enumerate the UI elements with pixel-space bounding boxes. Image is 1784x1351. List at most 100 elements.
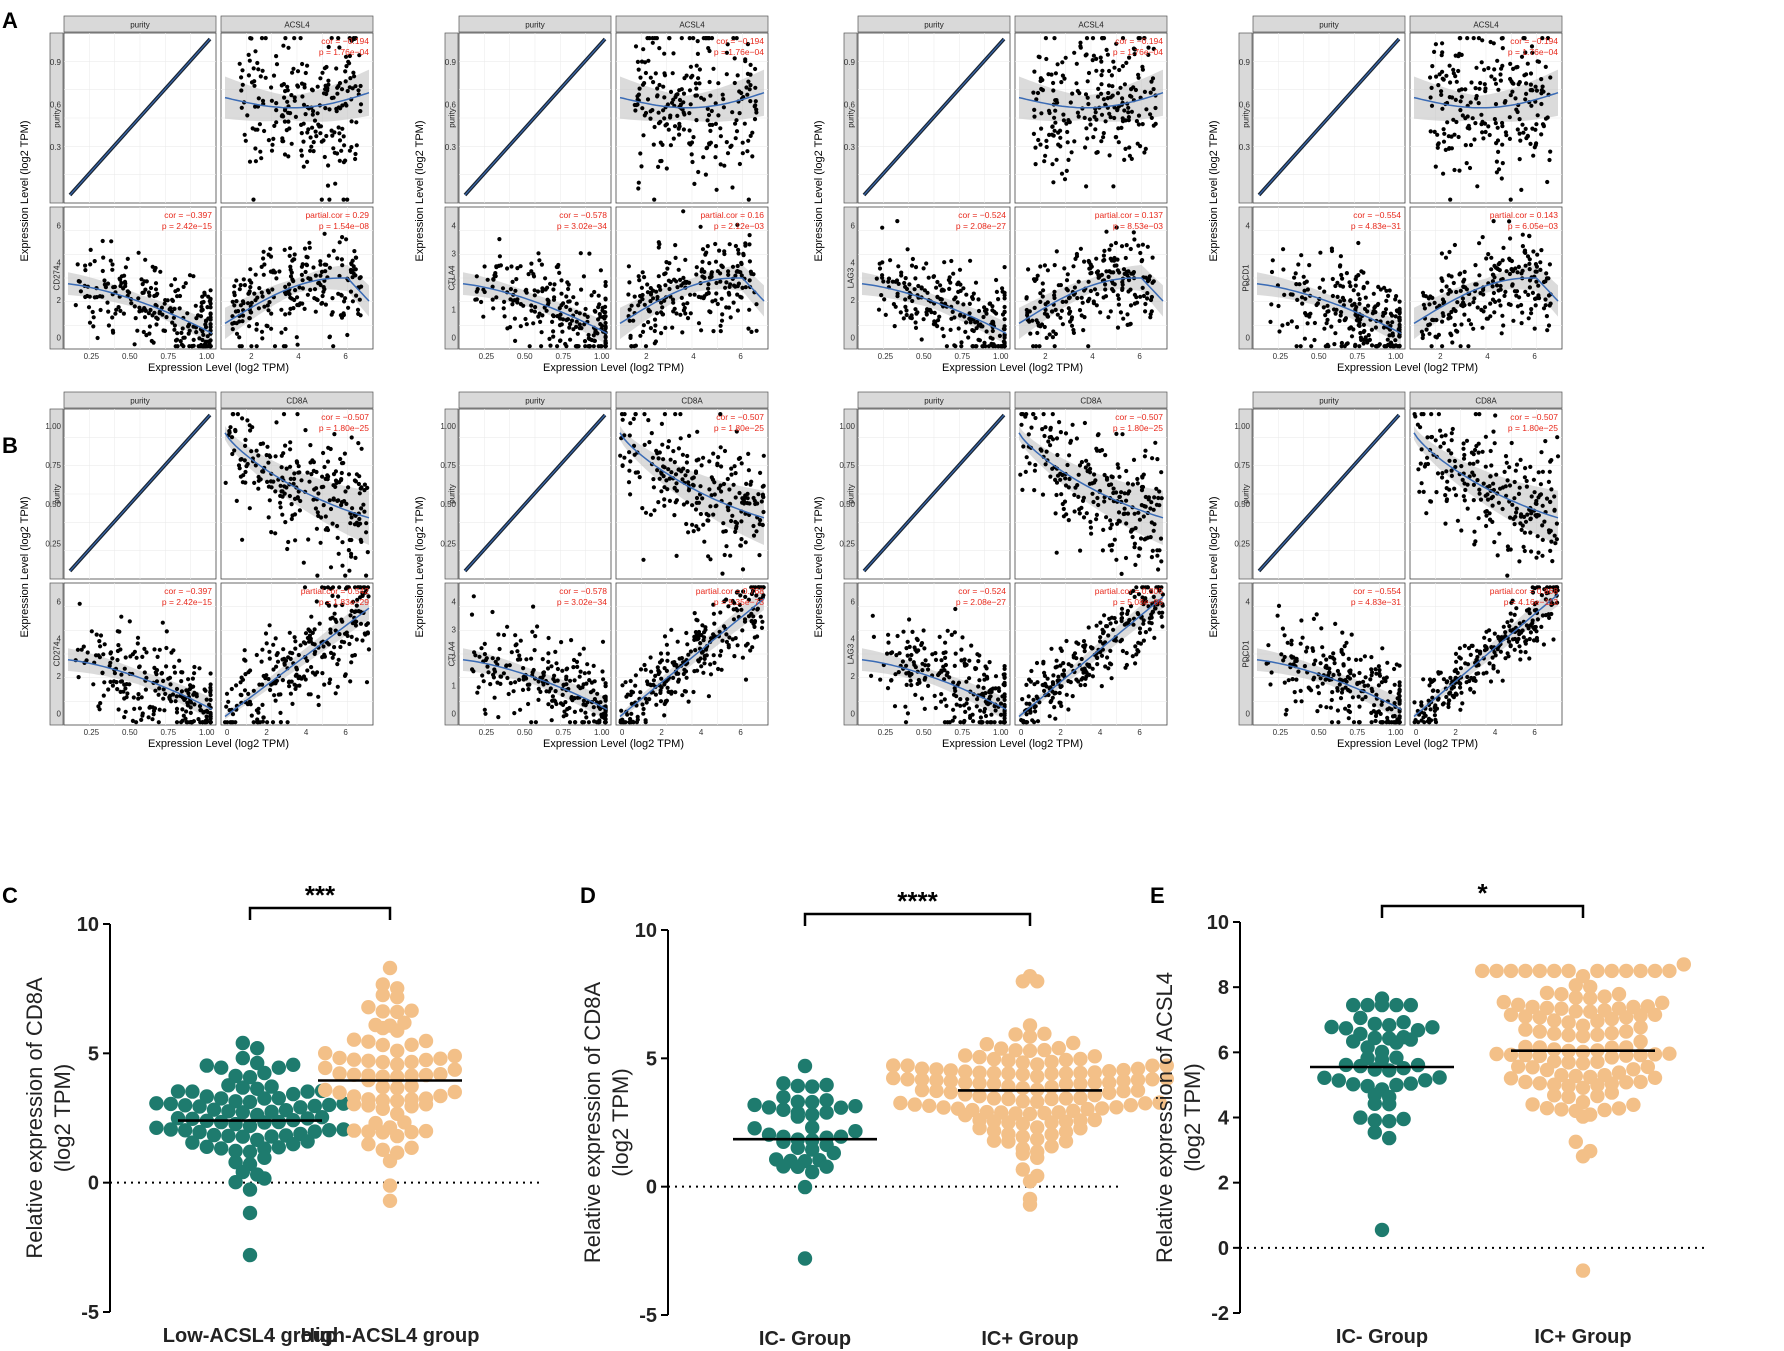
scatter-point <box>305 658 310 663</box>
scatter-point <box>280 678 285 683</box>
scatter-point <box>1508 197 1513 202</box>
scatter-point <box>318 273 323 278</box>
scatter-point <box>735 608 740 613</box>
scatter-point <box>1116 296 1121 301</box>
scatter-point <box>1397 334 1402 339</box>
scatter-point <box>938 297 943 302</box>
scatter-point <box>1091 299 1096 304</box>
scatter-point <box>246 691 251 697</box>
scatter-point <box>292 36 297 41</box>
scatter-point <box>532 288 537 293</box>
scatter-point <box>749 585 754 590</box>
scatter-point <box>137 664 142 669</box>
strip-compare-gene <box>220 391 374 409</box>
scatter-point <box>1113 135 1118 140</box>
scatter-point <box>628 333 633 338</box>
scatter-point <box>1026 267 1031 272</box>
scatter-point <box>279 307 284 312</box>
scatter-point <box>475 690 480 695</box>
scatter-point <box>263 36 268 41</box>
scatter-point <box>719 489 724 494</box>
scatter-point <box>153 302 158 308</box>
scatter-point <box>1108 309 1113 314</box>
scatter-point <box>328 677 333 682</box>
scatter-point <box>270 720 276 725</box>
scatter-point <box>349 554 354 559</box>
scatter-point <box>673 412 678 417</box>
scatter-point <box>1037 55 1042 60</box>
scatter-point <box>321 644 326 649</box>
scatter-point <box>1330 276 1335 282</box>
scatter-point <box>260 647 265 652</box>
scatter-point <box>629 701 634 706</box>
scatter-point <box>690 159 695 165</box>
scatter-point <box>1053 71 1058 76</box>
scatter-point <box>496 656 501 661</box>
scatter-point <box>283 312 288 317</box>
scatter-point <box>343 573 348 578</box>
scatter-point <box>199 304 204 309</box>
scatter-point <box>267 623 272 628</box>
scatter-point <box>285 84 290 89</box>
scatter-point <box>266 138 271 143</box>
scatter-point <box>1447 249 1452 255</box>
scatter-point <box>330 296 335 301</box>
x-tick-gene: 2 <box>1043 352 1048 361</box>
scatter-point <box>1139 259 1144 264</box>
x-tick-purity: 0.25 <box>1273 352 1289 361</box>
scatter-point <box>208 305 213 310</box>
scatter-point <box>1040 294 1045 299</box>
scatter-point <box>239 75 244 80</box>
scatter-point <box>592 697 598 702</box>
scatter-point <box>193 303 198 308</box>
scatter-point <box>729 472 734 477</box>
scatter-point <box>703 172 709 177</box>
scatter-point <box>481 314 486 319</box>
scatter-point <box>974 344 979 349</box>
scatter-point <box>1513 96 1518 101</box>
scatter-point <box>529 656 534 661</box>
scatter-point <box>1020 487 1025 492</box>
scatter-point <box>755 607 760 612</box>
scatter-point <box>638 690 643 695</box>
scatter-point <box>232 284 237 289</box>
scatter-point <box>1076 279 1081 284</box>
scatter-point <box>886 276 892 281</box>
scatter-point <box>1469 80 1474 85</box>
scatter-point <box>317 621 322 626</box>
scatter-point <box>913 320 918 325</box>
scatter-point <box>129 301 134 306</box>
scatter-point <box>287 684 292 689</box>
scatter-point <box>307 245 312 250</box>
scatter-point <box>751 614 756 619</box>
scatter-point <box>629 303 634 308</box>
scatter-point <box>1107 111 1112 116</box>
scatter-point <box>714 280 719 286</box>
scatter-point <box>476 685 481 690</box>
scatter-point <box>693 507 699 512</box>
scatter-point <box>967 311 972 316</box>
scatter-point <box>309 665 314 670</box>
scatter-point <box>554 661 559 666</box>
scatter-point <box>518 638 523 643</box>
scatter-point <box>1064 168 1069 173</box>
scatter-point <box>1001 339 1007 344</box>
scatter-point <box>266 515 271 520</box>
scatter-point <box>1129 271 1134 276</box>
scatter-point <box>1536 293 1541 298</box>
scatter-point <box>293 673 298 678</box>
scatter-point <box>136 250 141 255</box>
scatter-point <box>603 296 608 301</box>
scatter-point <box>1546 323 1552 328</box>
scatter-point <box>731 36 736 41</box>
scatter-point <box>1517 157 1522 162</box>
scatter-point <box>346 472 352 477</box>
scatter-point <box>1361 270 1366 275</box>
scatter-point <box>521 303 526 308</box>
scatter-point <box>1529 103 1534 108</box>
scatter-point <box>302 82 307 87</box>
scatter-point <box>108 258 113 263</box>
scatter-point <box>896 281 901 286</box>
scatter-point <box>636 180 641 185</box>
